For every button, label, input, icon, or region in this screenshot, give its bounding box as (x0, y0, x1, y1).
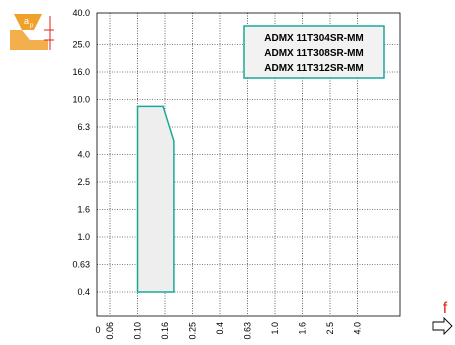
y-tick-label: 10.0 (72, 95, 90, 105)
x-tick-label: 0.06 (105, 322, 115, 340)
x-tick-label: 1.6 (298, 322, 308, 335)
x-axis: 0 0.06 0.10 0.16 0.25 0.4 0.63 1.0 1.6 2.5 4.0 (95, 322, 362, 340)
application-area (136, 105, 175, 293)
x-tick-label: 4.0 (353, 322, 363, 335)
x-tick-label: 0.16 (160, 322, 170, 340)
x-tick-label: 0.4 (215, 322, 225, 335)
y-tick-label: 40.0 (72, 8, 90, 18)
legend-item: ADMX 11T304SR-MM (264, 33, 363, 44)
insert-shape (14, 14, 42, 30)
legend: ADMX 11T304SR-MM ADMX 11T308SR-MM ADMX 1… (243, 25, 385, 79)
y-tick-label: 1.0 (77, 232, 90, 242)
y-tick-label: 4.0 (77, 150, 90, 160)
workpiece-shape (10, 30, 48, 50)
right-arrow-icon (432, 316, 453, 336)
y-axis: 0.4 0.63 1.0 1.6 2.5 4.0 6.3 10.0 16.0 25.0 40.0 (72, 8, 90, 297)
application-region (136, 105, 175, 293)
y-tick-label: 2.5 (77, 177, 90, 187)
y-tick-label: 0.63 (72, 260, 90, 270)
legend-item: ADMX 11T308SR-MM (264, 48, 363, 59)
x-tick-label: 0 (95, 325, 100, 335)
y-tick-label: 0.4 (77, 287, 90, 297)
legend-box (243, 25, 385, 79)
depth-of-cut-label: a (24, 16, 29, 26)
x-tick-label: 1.0 (270, 322, 280, 335)
y-tick-label: 1.6 (77, 205, 90, 215)
plot-frame (96, 12, 401, 317)
depth-of-cut-insert-icon: a p (8, 14, 54, 52)
y-tick-label: 16.0 (72, 67, 90, 77)
x-tick-label: 2.5 (325, 322, 335, 335)
x-tick-label: 0.63 (243, 322, 253, 340)
feed-label: f (443, 300, 448, 317)
legend-item: ADMX 11T312SR-MM (264, 63, 363, 74)
x-tick-label: 0.10 (133, 322, 143, 340)
x-tick-label: 0.25 (188, 322, 198, 340)
depth-of-cut-sub: p (30, 23, 34, 29)
y-tick-label: 6.3 (77, 122, 90, 132)
y-tick-label: 25.0 (72, 40, 90, 50)
